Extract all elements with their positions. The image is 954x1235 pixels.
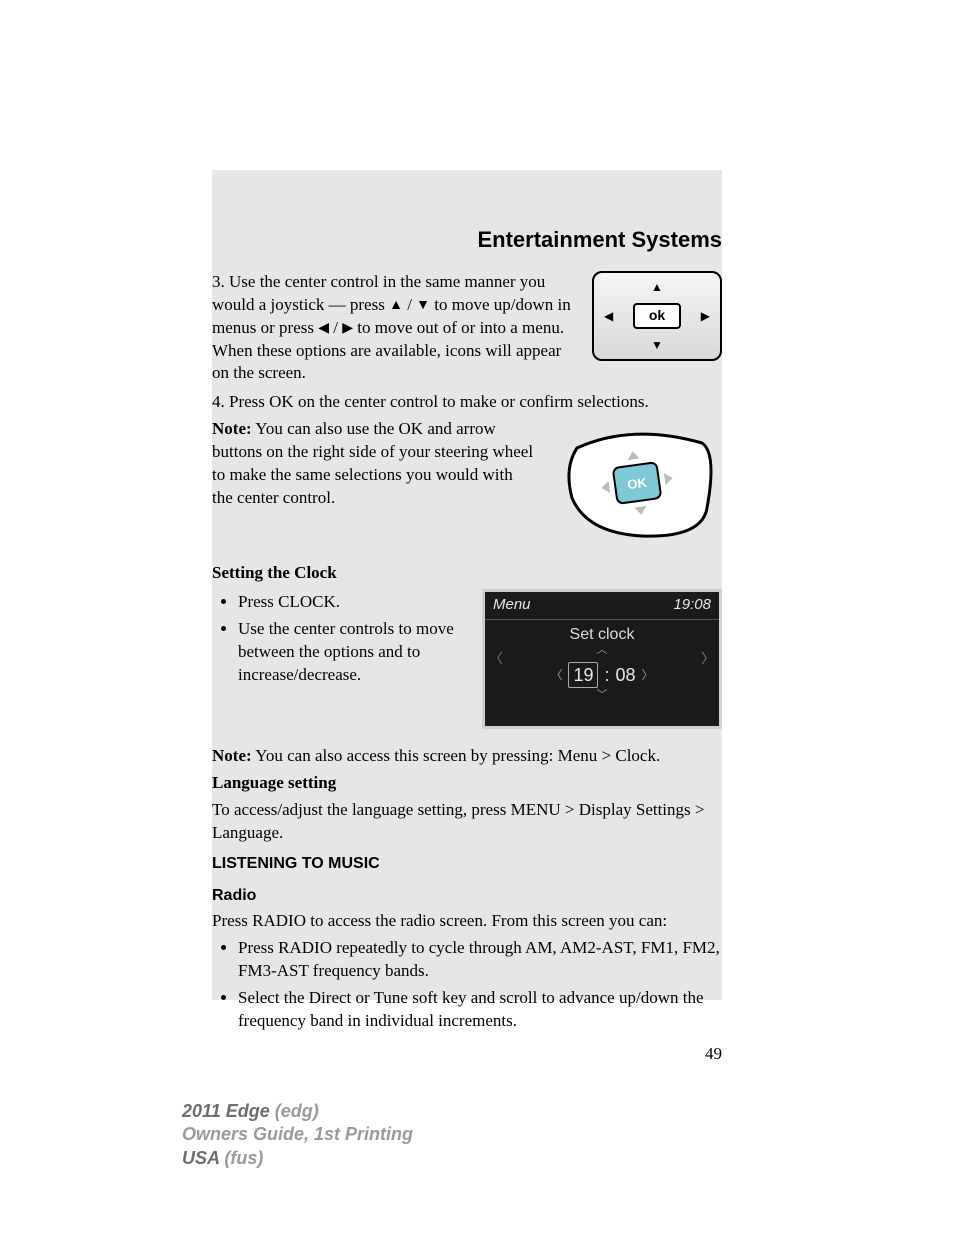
- step3-text: 3. Use the center control in the same ma…: [212, 271, 574, 386]
- wheel-ok-label: OK: [626, 475, 648, 493]
- clock-title: Set clock: [485, 624, 719, 646]
- clock-text: Press CLOCK. Use the center controls to …: [212, 589, 464, 691]
- footer-code2: (fus): [224, 1148, 263, 1168]
- slash: /: [407, 295, 416, 314]
- clock-hours: 19: [568, 662, 598, 688]
- dpad-left-icon: ◀: [604, 308, 613, 324]
- arrow-left-icon: ◀: [318, 322, 329, 336]
- side-left-chevron-icon: 〈: [489, 650, 503, 669]
- chevron-down-icon: ﹀: [485, 690, 719, 701]
- footer-line1: 2011 Edge (edg): [182, 1100, 413, 1123]
- clock-row: Press CLOCK. Use the center controls to …: [212, 589, 722, 729]
- figure-steering-wheel: OK: [552, 418, 722, 548]
- arrow-up-icon: ▲: [389, 299, 403, 313]
- clock-topbar: Menu 19:08: [485, 592, 719, 619]
- footer-region: USA: [182, 1148, 224, 1168]
- clock-time-display: 19:08: [673, 595, 711, 615]
- clock-bullet-2: Use the center controls to move between …: [238, 618, 464, 687]
- radio-bullets: Press RADIO repeatedly to cycle through …: [212, 937, 722, 1033]
- footer-code1: (edg): [275, 1101, 319, 1121]
- radio-intro: Press RADIO to access the radio screen. …: [212, 910, 722, 933]
- radio-bullet-1: Press RADIO repeatedly to cycle through …: [238, 937, 722, 983]
- note1-label: Note:: [212, 419, 252, 438]
- footer: 2011 Edge (edg) Owners Guide, 1st Printi…: [182, 1100, 413, 1170]
- step4-text: 4. Press OK on the center control to mak…: [212, 391, 722, 414]
- language-heading: Language setting: [212, 772, 722, 795]
- arrow-right-icon: ▶: [342, 322, 353, 336]
- clock-colon: :: [604, 663, 609, 687]
- language-text: To access/adjust the language setting, p…: [212, 799, 722, 845]
- side-right-chevron-icon: 〉: [701, 650, 715, 669]
- dpad-right-icon: ▶: [701, 308, 710, 324]
- ok-button-illustration: ok: [633, 303, 681, 329]
- note1-row: Note: You can also use the OK and arrow …: [212, 418, 722, 548]
- note2-body: You can also access this screen by press…: [255, 746, 660, 765]
- note1-body: You can also use the OK and arrow button…: [212, 419, 533, 507]
- page-number: 49: [212, 1043, 722, 1066]
- steering-wheel-icon: OK: [552, 418, 722, 548]
- section-header: Entertainment Systems: [212, 225, 722, 255]
- chevron-left-icon: 〈: [550, 667, 562, 683]
- music-heading: LISTENING TO MUSIC: [212, 853, 722, 875]
- chevron-right-icon: 〉: [642, 667, 654, 683]
- dpad-down-icon: ▼: [651, 337, 663, 353]
- clock-bullets: Press CLOCK. Use the center controls to …: [212, 591, 464, 687]
- arrow-down-icon: ▼: [416, 299, 430, 313]
- ok-dpad-illustration: ▲ ▼ ◀ ▶ ok: [592, 271, 722, 361]
- step3-row: 3. Use the center control in the same ma…: [212, 271, 722, 386]
- footer-line3: USA (fus): [182, 1147, 413, 1170]
- clock-editor: 〈 19 : 08 〉: [485, 662, 719, 688]
- clock-heading: Setting the Clock: [212, 562, 722, 585]
- footer-model: 2011 Edge: [182, 1101, 275, 1121]
- radio-heading: Radio: [212, 885, 722, 907]
- note1-text: Note: You can also use the OK and arrow …: [212, 418, 534, 510]
- clock-minutes: 08: [616, 663, 636, 687]
- note2: Note: You can also access this screen by…: [212, 745, 722, 768]
- page-content: Entertainment Systems 3. Use the center …: [212, 225, 722, 1066]
- clock-screen-illustration: Menu 19:08 Set clock ︿ 〈 19 : 08 〉 ﹀ 〈 〉: [482, 589, 722, 729]
- slash2: /: [333, 318, 342, 337]
- footer-line2: Owners Guide, 1st Printing: [182, 1123, 413, 1146]
- chevron-up-icon: ︿: [485, 645, 719, 656]
- figure-ok-dpad: ▲ ▼ ◀ ▶ ok: [592, 271, 722, 361]
- clock-menu-label: Menu: [493, 595, 531, 615]
- note2-label: Note:: [212, 746, 252, 765]
- dpad-up-icon: ▲: [651, 279, 663, 295]
- clock-bullet-1: Press CLOCK.: [238, 591, 464, 614]
- figure-clock-screen: Menu 19:08 Set clock ︿ 〈 19 : 08 〉 ﹀ 〈 〉: [482, 589, 722, 729]
- radio-bullet-2: Select the Direct or Tune soft key and s…: [238, 987, 722, 1033]
